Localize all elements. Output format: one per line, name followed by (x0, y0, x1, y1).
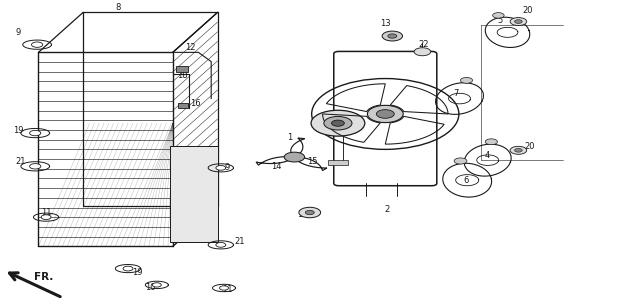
Circle shape (305, 210, 314, 215)
Text: 8: 8 (116, 3, 121, 12)
Circle shape (454, 158, 467, 164)
Text: 10: 10 (145, 283, 156, 293)
Circle shape (485, 139, 497, 145)
Text: 14: 14 (271, 162, 282, 171)
Bar (176, 66, 188, 72)
Circle shape (311, 110, 365, 136)
Circle shape (376, 110, 394, 118)
Text: 21: 21 (235, 237, 245, 246)
Text: 11: 11 (41, 208, 51, 217)
Circle shape (510, 146, 527, 154)
Text: 9: 9 (15, 28, 20, 37)
Text: 20: 20 (525, 142, 535, 151)
Text: 21: 21 (15, 157, 26, 166)
Text: 4: 4 (485, 151, 490, 160)
Circle shape (31, 42, 43, 47)
Text: 1: 1 (287, 132, 292, 142)
Circle shape (216, 165, 226, 170)
Text: FR.: FR. (34, 272, 53, 282)
Text: 11: 11 (222, 285, 232, 294)
Circle shape (324, 116, 352, 130)
Circle shape (299, 207, 321, 218)
Text: 6: 6 (463, 176, 468, 185)
Circle shape (220, 286, 228, 290)
Text: 13: 13 (380, 18, 390, 28)
Circle shape (414, 48, 431, 56)
Text: 2: 2 (385, 205, 390, 214)
Text: 18: 18 (177, 71, 188, 80)
Circle shape (382, 31, 403, 41)
Bar (170, 146, 218, 242)
Bar (178, 103, 188, 108)
Circle shape (41, 215, 51, 220)
Text: 12: 12 (186, 43, 196, 52)
Text: 3: 3 (342, 123, 347, 132)
Text: 5: 5 (498, 15, 503, 25)
Circle shape (123, 266, 133, 271)
Text: 19: 19 (132, 268, 143, 277)
Circle shape (510, 18, 527, 26)
Text: 17: 17 (297, 209, 307, 219)
Text: 7: 7 (453, 89, 458, 99)
Text: 9: 9 (225, 163, 230, 172)
Text: 19: 19 (13, 126, 23, 136)
Circle shape (284, 152, 305, 162)
Text: 16: 16 (190, 99, 200, 108)
Circle shape (332, 120, 344, 126)
Circle shape (29, 164, 41, 169)
Text: 15: 15 (307, 157, 317, 166)
Circle shape (152, 283, 161, 287)
Circle shape (460, 77, 472, 83)
Text: 20: 20 (523, 6, 533, 15)
Bar (328, 160, 348, 165)
Circle shape (367, 105, 403, 123)
Circle shape (515, 20, 522, 23)
Circle shape (493, 13, 504, 18)
Circle shape (216, 242, 226, 247)
Circle shape (515, 148, 522, 152)
Text: 22: 22 (419, 40, 429, 49)
Circle shape (29, 130, 41, 136)
Circle shape (388, 34, 397, 38)
